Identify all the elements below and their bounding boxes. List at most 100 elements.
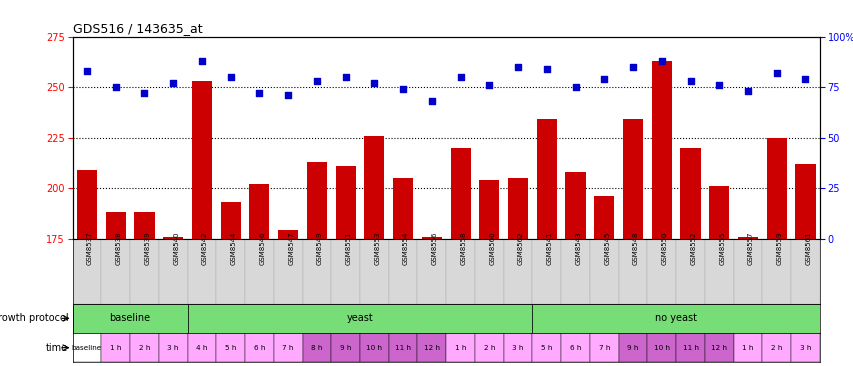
Bar bbox=[73, 239, 102, 304]
Point bbox=[137, 90, 151, 96]
Bar bbox=[417, 239, 445, 304]
Bar bbox=[445, 333, 474, 362]
Bar bbox=[364, 135, 384, 239]
Bar bbox=[388, 239, 417, 304]
Bar bbox=[73, 304, 188, 333]
Text: no yeast: no yeast bbox=[654, 313, 696, 324]
Bar bbox=[73, 333, 102, 362]
Bar bbox=[531, 304, 819, 333]
Text: 3 h: 3 h bbox=[799, 345, 810, 351]
Bar bbox=[618, 333, 647, 362]
Bar bbox=[249, 184, 270, 239]
Text: GSM8558: GSM8558 bbox=[460, 232, 466, 265]
Bar bbox=[680, 147, 699, 239]
Bar bbox=[159, 239, 188, 304]
Bar bbox=[450, 147, 470, 239]
Text: 7 h: 7 h bbox=[598, 345, 609, 351]
Text: 11 h: 11 h bbox=[395, 345, 410, 351]
Bar bbox=[622, 119, 642, 239]
Bar bbox=[331, 239, 360, 304]
Bar bbox=[479, 180, 499, 239]
Point bbox=[425, 98, 438, 104]
Text: 2 h: 2 h bbox=[483, 345, 495, 351]
Point bbox=[310, 78, 323, 84]
Point bbox=[367, 80, 380, 86]
Bar bbox=[445, 239, 474, 304]
Bar bbox=[163, 236, 183, 239]
Bar bbox=[647, 239, 676, 304]
Bar bbox=[704, 239, 733, 304]
Bar bbox=[360, 239, 388, 304]
Bar bbox=[220, 202, 241, 239]
Bar bbox=[274, 239, 302, 304]
Text: GSM8555: GSM8555 bbox=[718, 232, 724, 265]
Text: time: time bbox=[46, 343, 68, 353]
Point bbox=[798, 76, 811, 82]
Text: 4 h: 4 h bbox=[196, 345, 207, 351]
Point bbox=[453, 74, 467, 80]
Bar bbox=[531, 333, 560, 362]
Point bbox=[80, 68, 94, 74]
Bar bbox=[331, 333, 360, 362]
Bar bbox=[589, 333, 618, 362]
Text: GSM8557: GSM8557 bbox=[747, 232, 753, 265]
Point bbox=[568, 84, 582, 90]
Text: 8 h: 8 h bbox=[310, 345, 322, 351]
Text: GSM8549: GSM8549 bbox=[316, 232, 322, 265]
Bar bbox=[102, 333, 130, 362]
Point bbox=[711, 82, 725, 88]
Bar bbox=[360, 333, 388, 362]
Text: 6 h: 6 h bbox=[569, 345, 581, 351]
Bar bbox=[106, 212, 125, 239]
Bar bbox=[417, 333, 445, 362]
Bar bbox=[302, 333, 331, 362]
Text: 2 h: 2 h bbox=[138, 345, 150, 351]
Text: GSM8538: GSM8538 bbox=[115, 232, 122, 265]
Bar bbox=[77, 170, 97, 239]
Text: 2 h: 2 h bbox=[770, 345, 781, 351]
Bar bbox=[708, 186, 728, 239]
Bar bbox=[421, 236, 441, 239]
Point bbox=[223, 74, 237, 80]
Bar bbox=[676, 333, 704, 362]
Text: GSM8543: GSM8543 bbox=[575, 232, 581, 265]
Bar bbox=[704, 333, 733, 362]
Text: 6 h: 6 h bbox=[253, 345, 264, 351]
Bar bbox=[762, 333, 790, 362]
Text: GSM8540: GSM8540 bbox=[173, 232, 179, 265]
Bar bbox=[531, 239, 560, 304]
Bar bbox=[790, 239, 819, 304]
Text: 3 h: 3 h bbox=[167, 345, 178, 351]
Text: GSM8559: GSM8559 bbox=[776, 232, 782, 265]
Text: GSM8553: GSM8553 bbox=[374, 232, 380, 265]
Bar bbox=[508, 178, 527, 239]
Bar bbox=[216, 239, 245, 304]
Bar bbox=[188, 333, 216, 362]
Text: yeast: yeast bbox=[346, 313, 373, 324]
Bar bbox=[474, 333, 503, 362]
Bar bbox=[794, 164, 815, 239]
Bar bbox=[790, 333, 819, 362]
Bar bbox=[216, 333, 245, 362]
Bar bbox=[159, 333, 188, 362]
Text: GSM8544: GSM8544 bbox=[230, 232, 236, 265]
Bar bbox=[565, 172, 585, 239]
Text: 10 h: 10 h bbox=[653, 345, 669, 351]
Bar bbox=[134, 212, 154, 239]
Text: GDS516 / 143635_at: GDS516 / 143635_at bbox=[73, 22, 202, 36]
Point bbox=[654, 58, 668, 64]
Bar bbox=[560, 333, 589, 362]
Bar bbox=[335, 166, 355, 239]
Bar bbox=[560, 239, 589, 304]
Text: GSM8539: GSM8539 bbox=[144, 232, 150, 265]
Text: GSM8561: GSM8561 bbox=[804, 232, 810, 265]
Text: 11 h: 11 h bbox=[682, 345, 698, 351]
Point bbox=[625, 64, 639, 70]
Bar bbox=[618, 239, 647, 304]
Bar bbox=[245, 333, 274, 362]
Text: 9 h: 9 h bbox=[627, 345, 638, 351]
Bar bbox=[737, 236, 757, 239]
Point bbox=[166, 80, 180, 86]
Text: GSM8546: GSM8546 bbox=[259, 232, 265, 265]
Text: 5 h: 5 h bbox=[541, 345, 552, 351]
